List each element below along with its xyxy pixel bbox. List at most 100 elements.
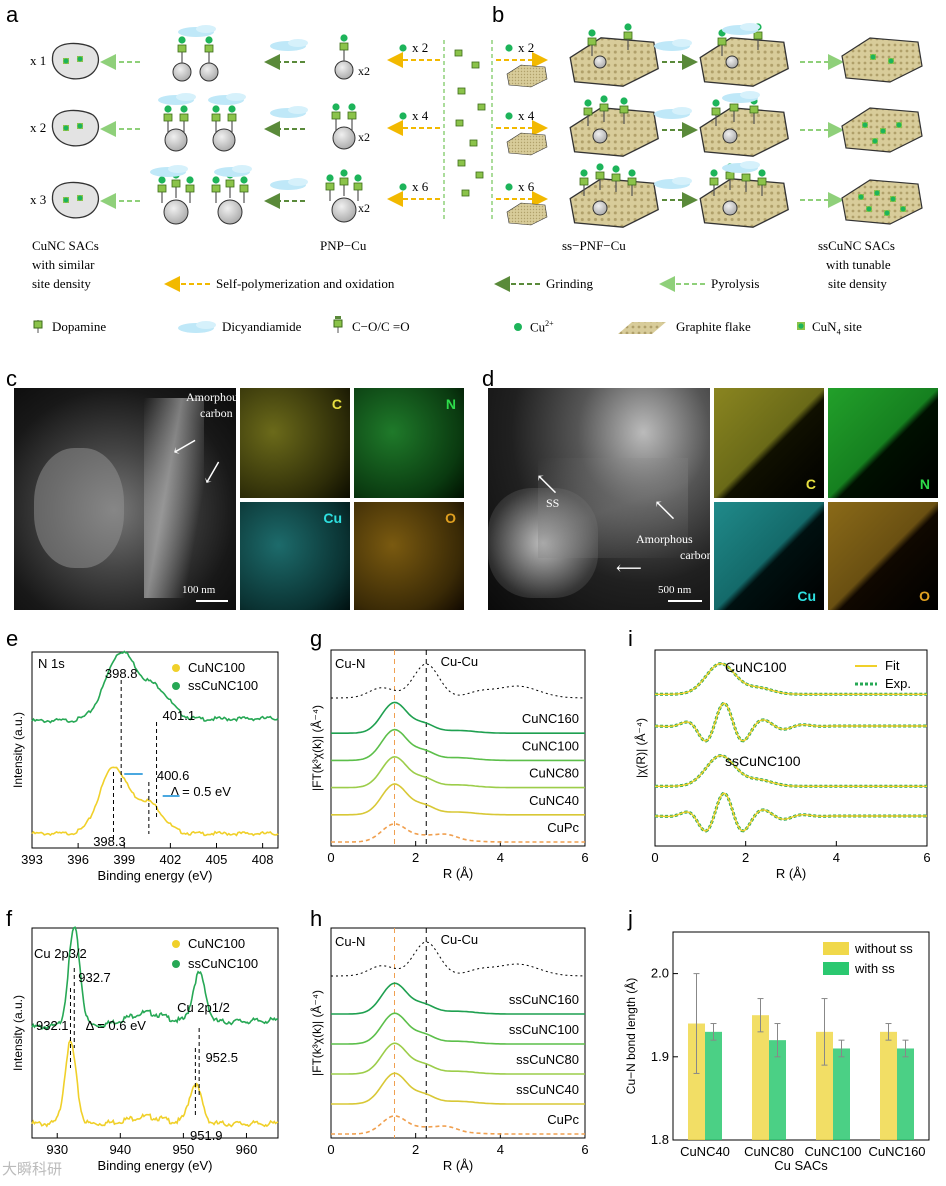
series-line-exp (654, 791, 927, 833)
ref-label: Cu-Cu (441, 932, 479, 947)
bond-length-bar-chart: 1.8 1.9 2.0 Cu−N bond length (Å) CuNC40 CuNC8… (623, 931, 930, 1173)
series-line (331, 1012, 585, 1045)
eds-map-d-nitrogen: N (828, 388, 938, 498)
data-label: Cu 2p1/2 (177, 1000, 230, 1015)
x-tick-label: 393 (21, 852, 43, 867)
scale-bar-label-c: 100 nm (182, 584, 216, 596)
series-line (331, 1042, 585, 1075)
series-line-cunc100 (31, 766, 279, 837)
data-label: 951.9 (190, 1128, 223, 1143)
series-line-fit (655, 754, 927, 787)
monomer-mult-b-2: x 4 (518, 108, 535, 123)
bar-with-ss (705, 1031, 722, 1140)
x-axis-label: Binding energy (eV) (98, 868, 213, 883)
label-amorphous-d: Amorphous (636, 532, 693, 546)
caption-cunc-2: with similar (32, 257, 95, 272)
y-tick-label: 1.9 (651, 1049, 669, 1064)
eds-map-d-carbon: C (714, 388, 824, 498)
panel-label-f: f (6, 906, 13, 931)
panel-label-b: b (492, 2, 505, 27)
x-tick-label: 402 (160, 852, 182, 867)
series-label: ssCuNC40 (516, 1082, 579, 1097)
x-tick-label: 0 (327, 1142, 334, 1157)
pnp-x2-3: x2 (358, 201, 370, 215)
row-mult-2: x 2 (30, 120, 47, 135)
plot-frame (330, 927, 586, 1139)
label-carbon-c: carbon (200, 406, 233, 420)
series-line (331, 701, 585, 734)
series-line (331, 755, 585, 789)
x-axis-label: Binding energy (eV) (98, 1158, 213, 1173)
y-tick-label: 1.8 (651, 1132, 669, 1147)
legend-arrow-self-polymerization: Self-polymerization and oxidation (216, 276, 395, 291)
caption-sscunc-3: site density (828, 276, 887, 291)
x-tick-label: CuNC40 (680, 1144, 730, 1159)
series-label: ssCuNC80 (516, 1052, 579, 1067)
series-line (331, 823, 585, 843)
ref-label: Cu-N (335, 656, 365, 671)
x-tick-label: 6 (923, 850, 930, 865)
exafs-ft-chart-g: 0 2 4 6 R (Å) |FT(k³χ(k)| (Å⁻⁴) Cu-N Cu-Cu CuNC1… (309, 649, 589, 881)
caption-sscunc-2: with tunable (826, 257, 891, 272)
label-amorphous-c: Amorphous (186, 390, 236, 404)
ref-label: Cu-N (335, 934, 365, 949)
legend-label: CuNC100 (188, 936, 245, 951)
label-carbon-d: carbon (680, 548, 710, 562)
panel-title: N 1s (38, 656, 65, 671)
legend-marker-sscunc100 (172, 682, 180, 690)
data-label: Δ = 0.6 eV (86, 1018, 147, 1033)
eds-map-c-carbon: C (240, 388, 350, 498)
eds-map-c-copper: Cu (240, 502, 350, 610)
x-axis-label: R (Å) (443, 1158, 473, 1173)
plot-frame (31, 927, 279, 1139)
exafs-fit-chart: 0 2 4 6 R (Å) |χ(R)| (Å⁻⁴) CuNC100 ssCuNC100 Fit… (633, 649, 931, 881)
bar-with-ss (833, 1048, 850, 1140)
panel-label-e: e (6, 626, 19, 651)
arrow-icon: ⟵ (616, 558, 642, 578)
legend-label: with ss (854, 961, 895, 976)
series-label: CuNC40 (529, 793, 579, 808)
x-axis-label: R (Å) (443, 866, 473, 881)
bar-without-ss (816, 1031, 833, 1140)
sample-label: CuNC100 (725, 659, 787, 675)
series-line-exp (654, 701, 927, 743)
exafs-ft-chart-h: 0 2 4 6 R (Å) |FT(k³χ(k)| (Å⁻⁴) Cu-N Cu-Cu ssCuN… (309, 927, 589, 1173)
x-tick-label: 6 (581, 850, 588, 865)
xps-cu2p-chart: 930 940 950 960 Binding energy (eV) Intensity… (11, 926, 279, 1173)
y-axis-label: Cu−N bond length (Å) (623, 978, 638, 1094)
legend-dopamine: Dopamine (52, 319, 107, 334)
monomer-mult-b-3: x 6 (518, 179, 535, 194)
x-tick-label: 940 (109, 1142, 131, 1157)
series-line (331, 1115, 585, 1135)
legend-label: ssCuNC100 (188, 956, 258, 971)
legend-co: C−O/C =O (352, 319, 410, 334)
series-line (331, 1072, 585, 1105)
plot-frame (654, 649, 928, 847)
caption-cunc-1: CuNC SACs (32, 238, 99, 253)
data-label: 932.7 (78, 970, 111, 985)
legend-arrow-pyrolysis: Pyrolysis (711, 276, 760, 291)
x-tick-label: CuNC80 (744, 1144, 794, 1159)
panel-label-a: a (6, 2, 19, 27)
plot-frame (330, 649, 586, 847)
bar-without-ss (752, 1015, 769, 1140)
data-label: Cu 2p3/2 (34, 946, 87, 961)
x-tick-label: 4 (497, 850, 504, 865)
panel-label-j: j (628, 906, 633, 931)
pnp-x2-2: x2 (358, 130, 370, 144)
series-line-fit (654, 792, 927, 832)
x-tick-label: 0 (327, 850, 334, 865)
panel-label-h: h (310, 906, 323, 931)
series-line (331, 728, 585, 762)
series-label: ssCuNC100 (509, 1022, 579, 1037)
legend-swatch (823, 962, 849, 975)
haadf-image-c: Amorphous carbon ⟵ ⟵ 100 nm (14, 388, 236, 610)
x-tick-label: 2 (742, 850, 749, 865)
x-tick-label: 408 (252, 852, 274, 867)
sample-label: ssCuNC100 (725, 753, 801, 769)
legend-cu: Cu2+ (530, 319, 554, 335)
y-tick-label: 2.0 (651, 966, 669, 981)
legend-graphite-flake: Graphite flake (676, 319, 751, 334)
series-line-cu-foil (331, 941, 585, 977)
eds-map-c-oxygen: O (354, 502, 464, 610)
